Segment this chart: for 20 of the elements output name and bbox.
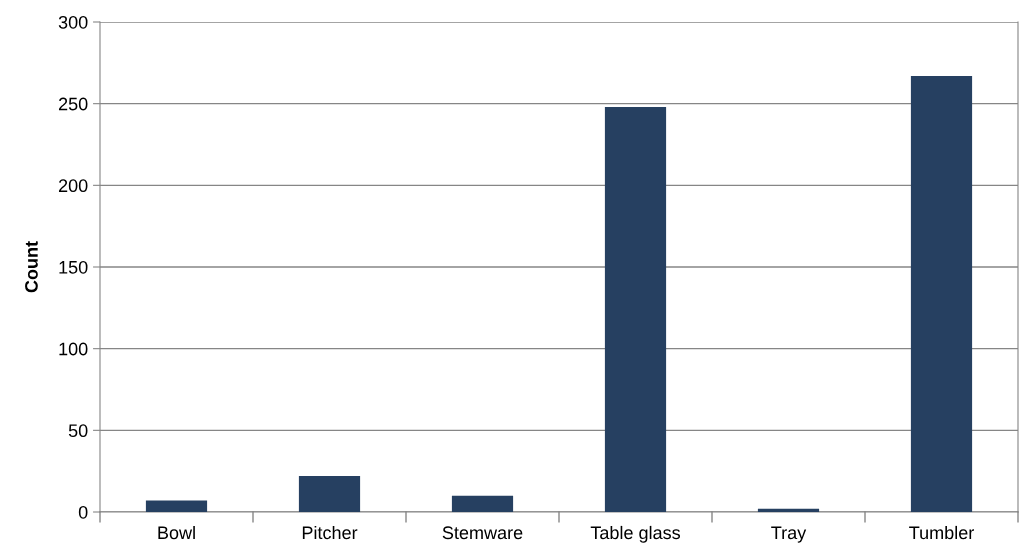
y-axis-title: Count [25, 241, 38, 293]
bar [298, 476, 361, 512]
bar [145, 500, 208, 512]
bar [604, 106, 667, 512]
x-tick-label: Tray [771, 526, 807, 543]
y-tick-label: 0 [78, 505, 88, 519]
x-tick-label: Tumbler [909, 525, 974, 540]
x-tick-label: Stemware [442, 526, 523, 540]
bar [757, 508, 820, 512]
y-tick-label: 200 [58, 179, 88, 193]
bar [451, 495, 514, 512]
y-tick-label: 100 [59, 342, 88, 356]
x-tick-label: Pitcher [302, 525, 358, 540]
y-tick-label: 300 [58, 15, 88, 29]
y-tick-label: 250 [58, 97, 88, 111]
y-tick-label: 50 [68, 424, 88, 438]
x-tick-label: Bowl [158, 525, 195, 540]
y-tick-label: 150 [59, 260, 88, 274]
bar [910, 75, 973, 512]
x-tick-label: Table glass [590, 525, 681, 543]
